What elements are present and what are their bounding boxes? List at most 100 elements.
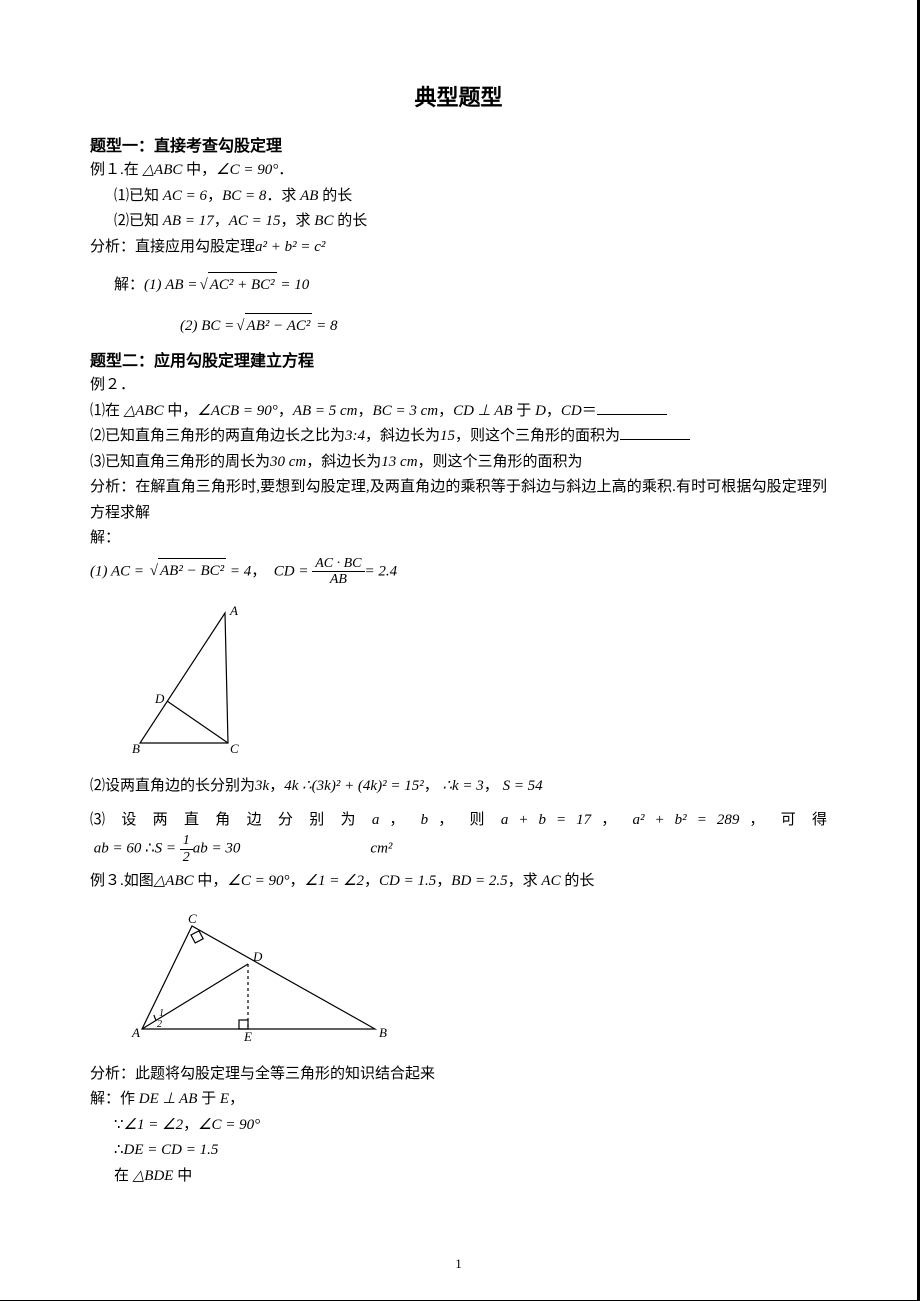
s1-line1: 例１.在 △ABC 中，∠C = 90°． [90, 158, 827, 184]
s1-sol1: 解：(1) AB =AC² + BC² = 10 [90, 272, 827, 299]
text: ， [289, 873, 304, 889]
math: 30 cm [270, 454, 306, 470]
math: ∠ACB = 90° [197, 403, 277, 419]
text: 得 [812, 812, 827, 828]
label-d: D [252, 949, 263, 964]
math: BC = 3 cm [373, 403, 439, 419]
text: (2) [180, 318, 201, 334]
sqrt: AC² + BC² [197, 272, 276, 299]
text: ， [358, 403, 373, 419]
s2-sol-label: 解： [90, 526, 827, 552]
text: 中， [182, 162, 216, 178]
math: a + b = 17 [501, 812, 591, 828]
text: 角 [215, 812, 236, 828]
math: = 4 [226, 563, 251, 579]
text: ， [207, 188, 222, 204]
page-content: 典型题型 题型一：直接考查勾股定理 例１.在 △ABC 中，∠C = 90°． … [0, 0, 917, 1189]
math: AB [300, 188, 318, 204]
denominator: 2 [180, 850, 193, 865]
label-c: C [188, 911, 197, 926]
text: 于 [513, 403, 536, 419]
text: 例１.在 [90, 162, 143, 178]
text: 中， [164, 403, 198, 419]
math: AC = 15 [229, 213, 281, 229]
ex3-sol: 解：作 DE ⊥ AB 于 E， [90, 1087, 827, 1113]
text: ⑶ [90, 812, 111, 828]
s2-q3: ⑶已知直角三角形的周长为30 cm，斜边长为13 cm，则这个三角形的面积为 [90, 450, 827, 476]
fraction: AC · BCAB [312, 556, 364, 588]
section1-heading: 题型一：直接考查勾股定理 [90, 132, 827, 156]
math: CD [561, 403, 582, 419]
math: S = 54 [503, 778, 543, 794]
text: ， [749, 812, 770, 828]
radicand: AC² + BC² [208, 272, 277, 299]
math: b [421, 812, 429, 828]
text: 中 [173, 1168, 192, 1184]
numerator: 1 [180, 833, 193, 849]
text: 中， [194, 873, 228, 889]
math: ∠C = 90° [198, 1117, 260, 1133]
math: AB [165, 277, 183, 293]
math: = 10 [277, 277, 310, 293]
text: = [295, 563, 313, 579]
sqrt: AB² − BC² [148, 558, 226, 585]
math: CD ⊥ AB [453, 403, 512, 419]
text: ， [484, 778, 499, 794]
text: 边 [247, 812, 268, 828]
unit: cm² [370, 841, 392, 857]
math: E [220, 1091, 229, 1107]
math: AC [541, 873, 560, 889]
math: CD = 1.5 [379, 873, 436, 889]
math: 13 cm [381, 454, 417, 470]
math: ∴k = 3 [442, 778, 483, 794]
label-1: 1 [159, 1008, 164, 1019]
label-a: A [229, 603, 238, 618]
math: BC = 8 [222, 188, 266, 204]
radicand: AB² − BC² [158, 558, 226, 585]
text: 可 [781, 812, 802, 828]
s2-q2: ⑵已知直角三角形的两直角边长之比为3:4，斜边长为15，则这个三角形的面积为 [90, 424, 827, 450]
triangle-outline [142, 926, 375, 1029]
ex3-step2: ∴DE = CD = 1.5 [90, 1138, 827, 1164]
text: ， [601, 812, 622, 828]
text: = [130, 563, 148, 579]
text: ， [269, 778, 284, 794]
label-b: B [132, 741, 140, 753]
text: ⑴在 [90, 403, 124, 419]
angle-arc [154, 1015, 156, 1020]
math: AC = 6 [163, 188, 207, 204]
math: △BDE [133, 1168, 174, 1184]
text: 两 [153, 812, 174, 828]
triangle-svg-1: A B C D [130, 603, 270, 753]
text: 例３.如图 [90, 873, 154, 889]
text: 的长 [318, 188, 352, 204]
s2-ex-label: 例２． [90, 373, 827, 399]
fraction: 12 [180, 833, 193, 865]
triangle-svg-2: A B C D E 1 2 [130, 911, 390, 1041]
math: = 8 [312, 318, 337, 334]
text: ， [183, 1117, 198, 1133]
triangle-diagram-1: A B C D [130, 603, 827, 758]
text: ． [278, 162, 293, 178]
ex3-line: 例３.如图△ABC 中，∠C = 90°，∠1 = ∠2，CD = 1.5，BD… [90, 869, 827, 895]
text: ⑵已知直角三角形的两直角边长之比为 [90, 428, 345, 444]
text: 直 [184, 812, 205, 828]
label-c: C [230, 741, 239, 753]
text: ⑶已知直角三角形的周长为 [90, 454, 270, 470]
right-angle-e [239, 1020, 248, 1029]
math: CD [274, 563, 295, 579]
section2-heading: 题型二：应用勾股定理建立方程 [90, 347, 827, 371]
text: ， [278, 403, 293, 419]
math: ∠C = 90° [227, 873, 289, 889]
blank-line [597, 401, 667, 415]
denominator: AB [312, 572, 364, 587]
text: 别 [309, 812, 330, 828]
label-d: D [154, 691, 165, 706]
math: AB = 5 cm [293, 403, 358, 419]
text: ， [229, 1091, 244, 1107]
triangle-outline [140, 613, 228, 743]
s2-sol3-line2: ab = 60 ∴S = 12ab = 30cm² [90, 833, 827, 865]
sqrt: AB² − AC² [234, 313, 312, 340]
text: 解： [114, 277, 144, 293]
text: 于 [197, 1091, 220, 1107]
